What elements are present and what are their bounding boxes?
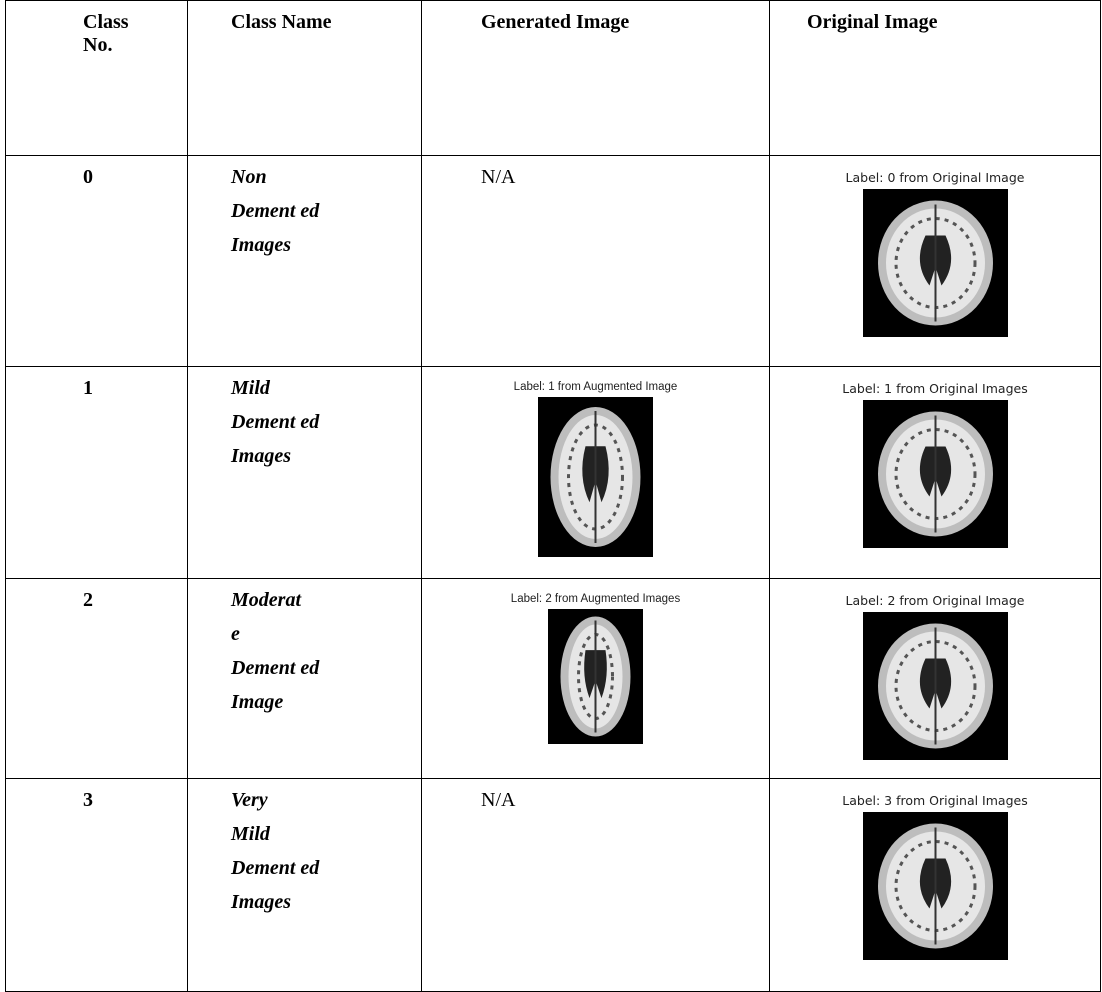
- class-name-line: Dement ed: [231, 200, 320, 222]
- image-caption: Label: 0 from Original Image: [845, 170, 1025, 185]
- class-name-line: Dement ed: [231, 411, 320, 433]
- header-cell: Class Name: [187, 0, 422, 156]
- class-name-line: e: [231, 623, 240, 645]
- header-cell: Original Image: [769, 0, 1101, 156]
- brain-image: [862, 812, 1008, 960]
- class-name-line: Very: [231, 789, 268, 811]
- cell: Mild Dement ed Images: [187, 366, 422, 579]
- cell: 1: [5, 366, 188, 579]
- class-name-line: Images: [231, 234, 291, 256]
- header-text: Class Name: [231, 11, 332, 33]
- cell: Very Mild Dement ed Images: [187, 778, 422, 992]
- cell: 0: [5, 155, 188, 367]
- class-name-line: Image: [231, 691, 284, 713]
- brain-image: [862, 400, 1008, 548]
- cell: Label: 2 from Augmented Images: [421, 578, 770, 779]
- header-text: Class No.: [83, 11, 129, 56]
- cell: Moderat e Dement ed Image: [187, 578, 422, 779]
- class-name-line: Non: [231, 166, 267, 188]
- cell: Label: 1 from Augmented Image: [421, 366, 770, 579]
- cell: Label: 0 from Original Image: [769, 155, 1101, 367]
- cell: Label: 2 from Original Image: [769, 578, 1101, 779]
- not-available: N/A: [481, 166, 516, 188]
- brain-image: [862, 189, 1008, 337]
- class-name-line: Dement ed: [231, 657, 320, 679]
- brain-image: [862, 612, 1008, 760]
- cell: Label: 3 from Original Images: [769, 778, 1101, 992]
- table-row: 3 Very Mild Dement ed Images N/A Label: 3 from…: [5, 778, 1101, 992]
- brain-image: [548, 609, 643, 744]
- image-caption: Label: 1 from Augmented Image: [513, 381, 678, 393]
- cell: N/A: [421, 155, 770, 367]
- header-cell: Generated Image: [421, 0, 770, 156]
- image-caption: Label: 2 from Augmented Images: [510, 593, 681, 605]
- table-row: 0 Non Dement ed Images N/A Label: 0 from Orig…: [5, 155, 1101, 367]
- class-number: 3: [83, 789, 93, 811]
- class-name-line: Mild: [231, 377, 270, 399]
- table-row: 2 Moderat e Dement ed Image Label: 2 from Aug…: [5, 578, 1101, 779]
- cell: N/A: [421, 778, 770, 992]
- header-text: Original Image: [807, 11, 938, 33]
- cell: 3: [5, 778, 188, 992]
- image-caption: Label: 1 from Original Images: [842, 381, 1028, 396]
- class-name-line: Images: [231, 891, 291, 913]
- class-name-line: Dement ed: [231, 857, 320, 879]
- header-cell: Class No.: [5, 0, 188, 156]
- header-text: Generated Image: [481, 11, 630, 33]
- class-table: Class No. Class Name Generated Image Ori…: [5, 0, 1101, 992]
- class-name-line: Moderat: [231, 589, 301, 611]
- cell: 2: [5, 578, 188, 779]
- not-available: N/A: [481, 789, 516, 811]
- image-caption: Label: 3 from Original Images: [842, 793, 1028, 808]
- class-number: 2: [83, 589, 93, 611]
- image-caption: Label: 2 from Original Image: [845, 593, 1025, 608]
- class-number: 0: [83, 166, 93, 188]
- class-number: 1: [83, 377, 93, 399]
- cell: Label: 1 from Original Images: [769, 366, 1101, 579]
- cell: Non Dement ed Images: [187, 155, 422, 367]
- class-name-line: Images: [231, 445, 291, 467]
- brain-image: [538, 397, 653, 557]
- table-row: 1 Mild Dement ed Images Label: 1 from Augmen…: [5, 366, 1101, 579]
- class-name-line: Mild: [231, 823, 270, 845]
- header-row: Class No. Class Name Generated Image Ori…: [5, 0, 1101, 156]
